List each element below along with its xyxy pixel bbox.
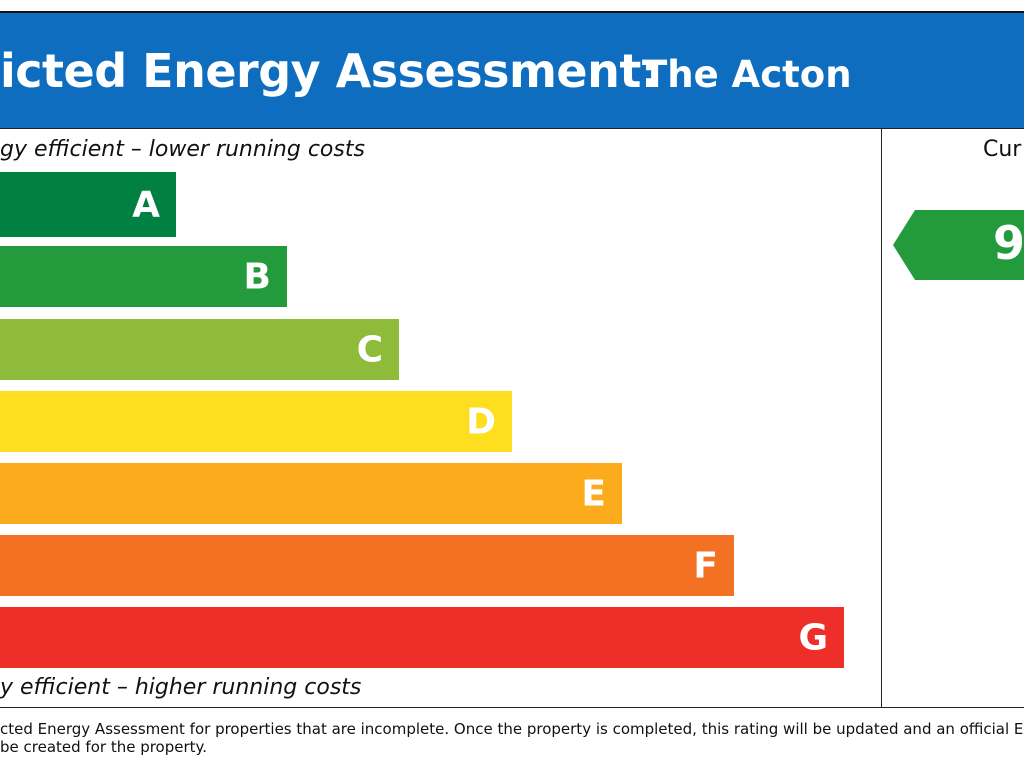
arrow-shape (893, 210, 1024, 280)
band-letter: C (356, 329, 383, 370)
current-arrow (893, 210, 1024, 280)
rating-band: F (0, 535, 734, 596)
column-divider (881, 128, 882, 708)
top-caption: gy efficient – lower running costs (0, 137, 365, 162)
band-letter: B (243, 256, 271, 297)
footer-line: be created for the property. (0, 738, 208, 756)
rating-band: E (0, 463, 622, 524)
band-letter: G (798, 617, 828, 658)
rating-band: A (0, 172, 176, 237)
current-rating: 9 (993, 216, 1024, 270)
current-label: Cur (983, 137, 1022, 162)
property-name: The Acton (642, 53, 852, 96)
rating-band: G (0, 607, 844, 668)
rating-band: C (0, 319, 399, 380)
band-letter: F (693, 545, 718, 586)
rating-band: B (0, 246, 287, 307)
header-bar (0, 11, 1024, 129)
rating-band: D (0, 391, 512, 452)
band-letter: A (132, 184, 160, 225)
footer-line: cted Energy Assessment for properties th… (0, 720, 1024, 738)
bottom-caption: y efficient – higher running costs (0, 675, 362, 700)
title: icted Energy Assessment: (0, 44, 659, 98)
rating-frame (0, 128, 1024, 708)
band-letter: D (466, 401, 496, 442)
band-letter: E (581, 473, 606, 514)
